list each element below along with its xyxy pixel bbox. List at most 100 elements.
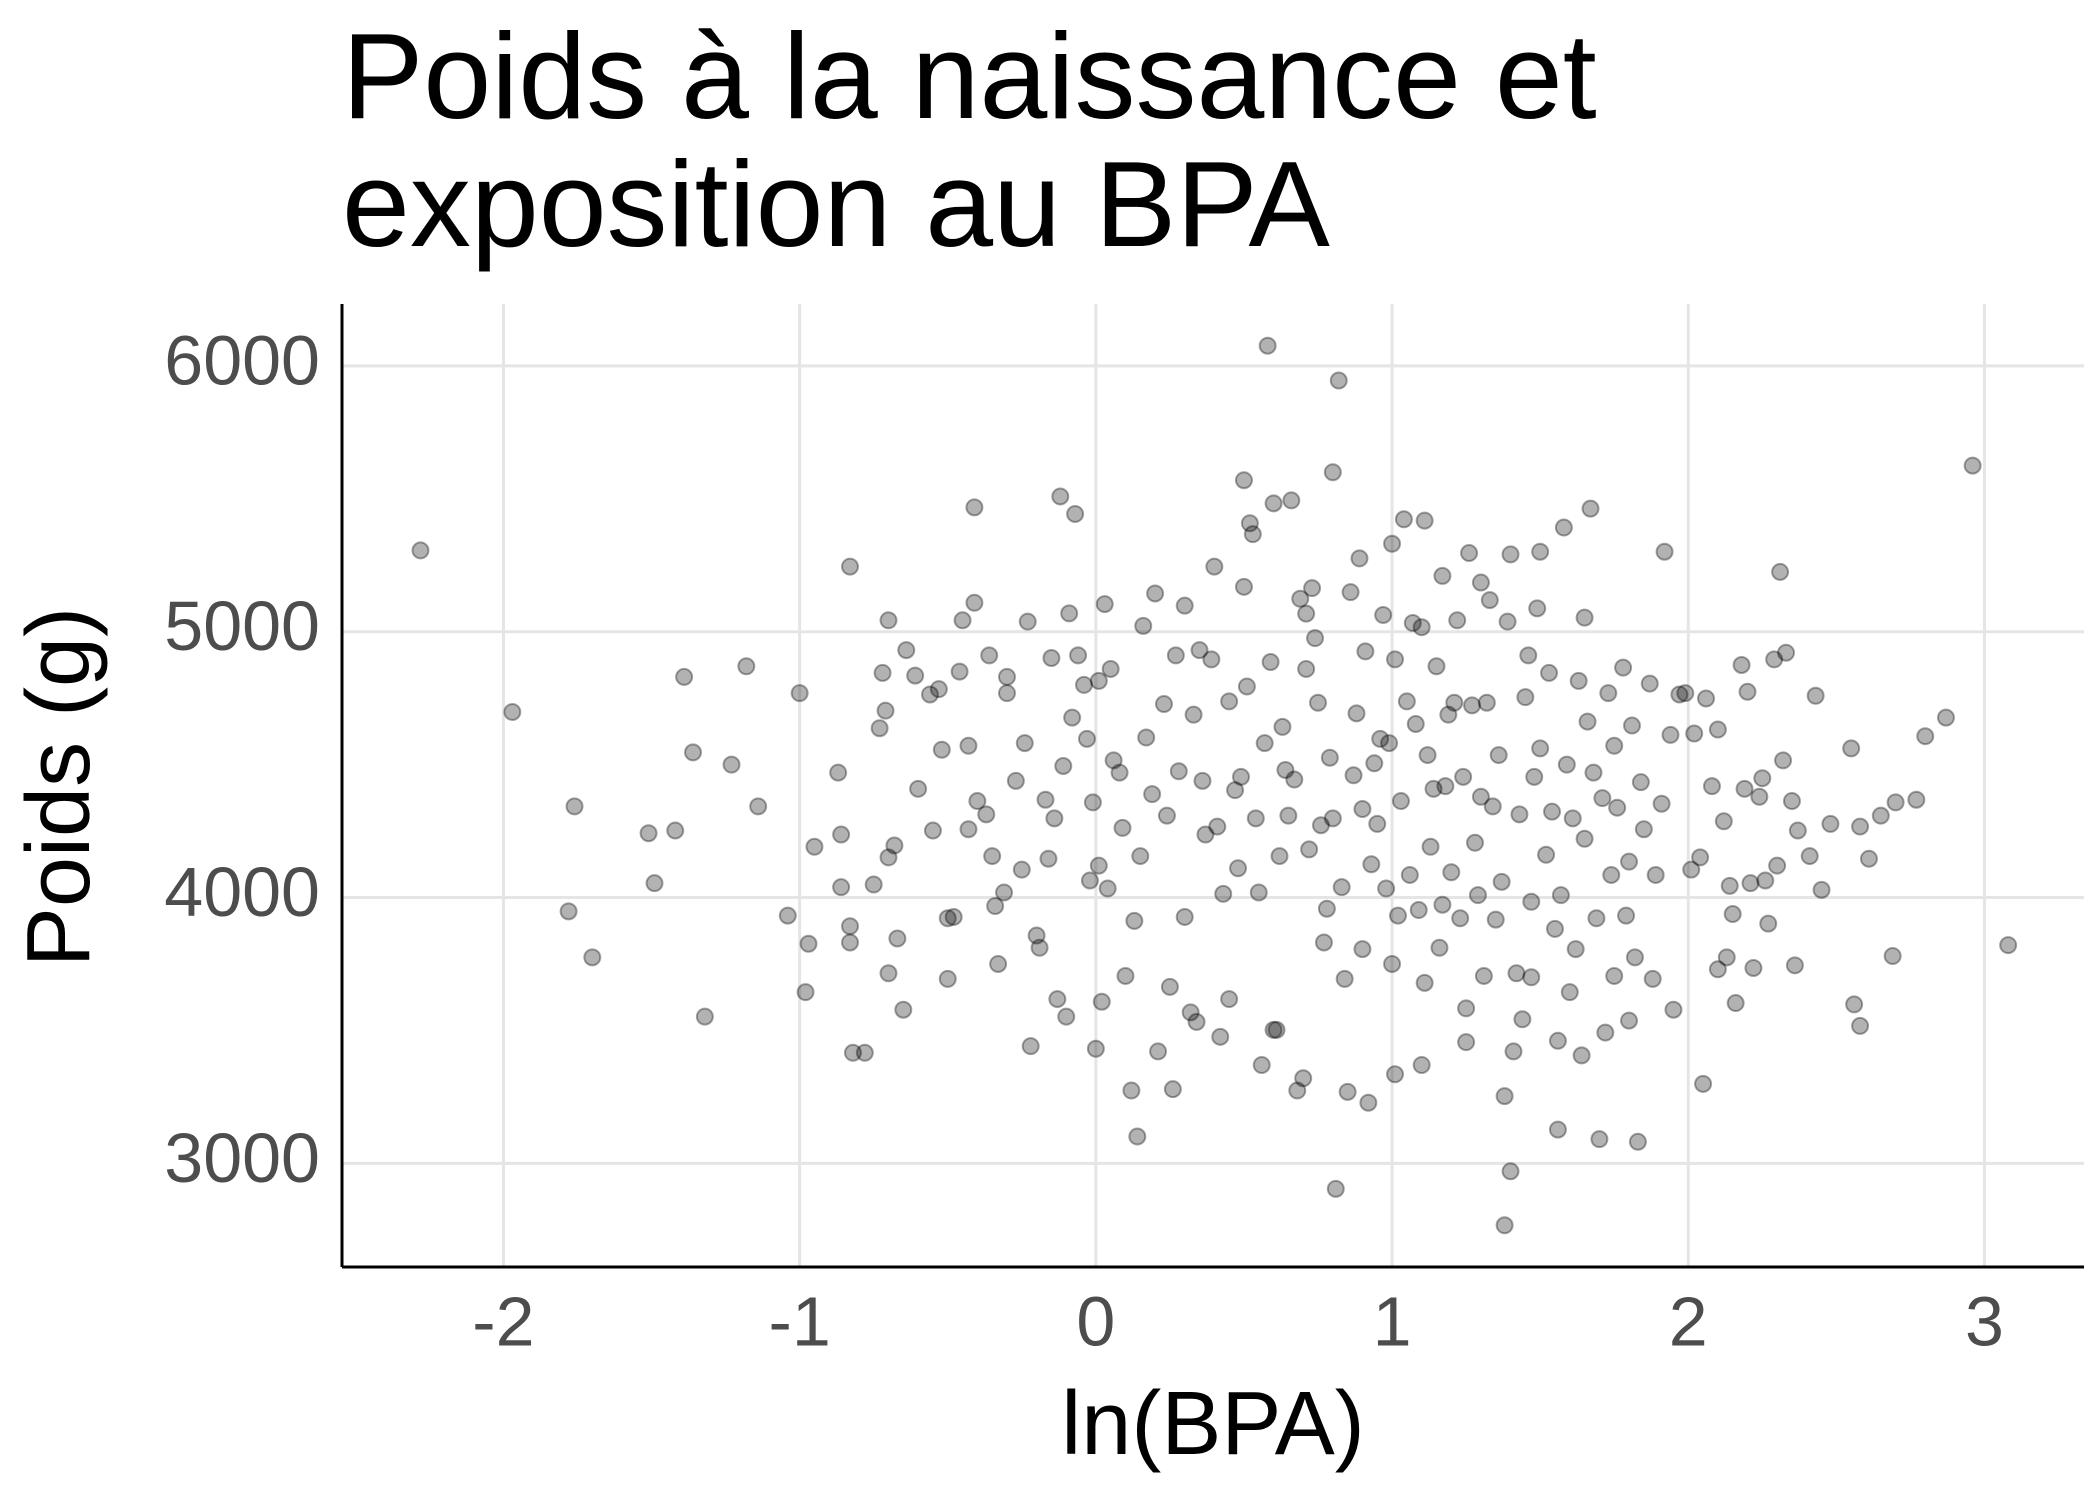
point	[1540, 663, 1559, 682]
point	[873, 663, 892, 682]
point	[1347, 704, 1366, 723]
point	[1252, 1055, 1271, 1074]
point	[1697, 689, 1716, 708]
x-axis-title: ln(BPA)	[1061, 1374, 1364, 1474]
point	[1664, 1000, 1683, 1019]
y-tick-label: 3000	[164, 1119, 320, 1197]
point	[1587, 909, 1606, 928]
point	[1214, 884, 1233, 903]
point	[1386, 1065, 1405, 1084]
point	[1806, 686, 1825, 705]
point	[1362, 855, 1381, 874]
point	[1051, 487, 1070, 506]
point	[1211, 1027, 1230, 1046]
point	[1735, 779, 1754, 798]
point	[1717, 948, 1736, 967]
point	[1694, 1074, 1713, 1093]
point	[1128, 1127, 1147, 1146]
point	[1338, 1082, 1357, 1101]
point	[1851, 1016, 1870, 1035]
point	[1771, 562, 1790, 581]
point	[1116, 966, 1135, 985]
point	[1628, 1132, 1647, 1151]
point	[1732, 655, 1751, 674]
point	[980, 646, 999, 665]
point	[1741, 874, 1760, 893]
point	[1708, 960, 1727, 979]
point	[1409, 901, 1428, 920]
point	[950, 662, 969, 681]
point	[1676, 684, 1695, 703]
point	[832, 825, 851, 844]
point	[932, 740, 951, 759]
point	[1332, 878, 1351, 897]
point	[1309, 693, 1328, 712]
point	[1190, 641, 1209, 660]
point	[1436, 777, 1455, 796]
point	[1163, 1080, 1182, 1099]
point	[1531, 739, 1550, 758]
point	[1243, 525, 1262, 544]
point	[1750, 787, 1769, 806]
point	[1513, 1010, 1532, 1029]
point	[1397, 692, 1416, 711]
point	[1412, 618, 1431, 637]
point	[1353, 940, 1372, 959]
point	[1060, 604, 1079, 623]
point	[1386, 650, 1405, 669]
point	[1193, 771, 1212, 790]
point	[1936, 708, 1955, 727]
point	[1377, 879, 1396, 898]
y-tick-label: 4000	[164, 853, 320, 931]
point	[1907, 790, 1926, 809]
point	[1489, 746, 1508, 765]
point	[1599, 684, 1618, 703]
point	[1451, 909, 1470, 928]
point	[1249, 883, 1268, 902]
point	[1234, 471, 1253, 490]
point	[1288, 1081, 1307, 1100]
point	[1368, 814, 1387, 833]
point	[1418, 746, 1437, 765]
point	[1614, 658, 1633, 677]
x-tick-label: 2	[1669, 1282, 1708, 1360]
point	[1714, 812, 1733, 831]
point	[1554, 518, 1573, 537]
point	[1605, 736, 1624, 755]
point	[1365, 754, 1384, 773]
point	[959, 736, 978, 755]
point	[1089, 856, 1108, 875]
point	[1634, 820, 1653, 839]
point	[1202, 650, 1221, 669]
point	[1516, 688, 1535, 707]
point	[897, 641, 916, 660]
point	[1371, 729, 1390, 748]
point	[1383, 954, 1402, 973]
point	[1276, 760, 1295, 779]
point	[1240, 514, 1259, 533]
point	[989, 954, 1008, 973]
point	[1812, 880, 1831, 899]
point	[1394, 510, 1413, 529]
point	[1605, 966, 1624, 985]
point	[1427, 657, 1446, 676]
point	[1317, 899, 1336, 918]
point	[639, 824, 658, 843]
point	[1264, 494, 1283, 513]
point	[1237, 677, 1256, 696]
point	[1255, 734, 1274, 753]
point	[1054, 756, 1073, 775]
point	[684, 743, 703, 762]
x-tick-label: 3	[1965, 1282, 2004, 1360]
point	[1596, 1023, 1615, 1042]
point	[1528, 599, 1547, 618]
point	[796, 983, 815, 1002]
point	[1077, 729, 1096, 748]
point	[840, 557, 859, 576]
point	[1655, 542, 1674, 561]
point	[1782, 792, 1801, 811]
point	[1471, 787, 1490, 806]
point	[1258, 336, 1277, 355]
point	[1086, 1039, 1105, 1058]
